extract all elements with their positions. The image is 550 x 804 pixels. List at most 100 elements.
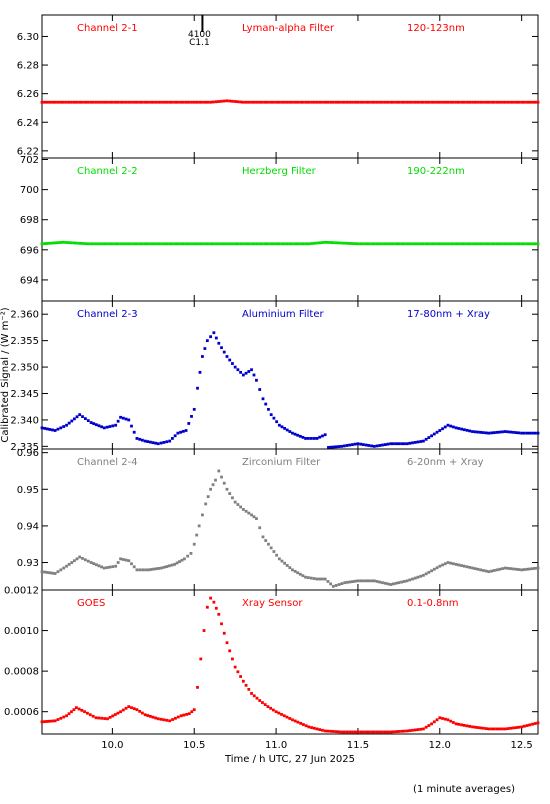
channel-label: Channel 2-1 xyxy=(77,23,138,34)
data-point xyxy=(471,430,474,433)
data-point xyxy=(165,440,169,444)
data-point xyxy=(214,606,218,610)
data-point xyxy=(282,242,286,246)
data-point xyxy=(528,242,532,246)
data-point xyxy=(143,713,147,717)
data-point xyxy=(108,715,112,719)
data-point xyxy=(452,242,455,246)
data-point xyxy=(517,431,521,435)
data-point xyxy=(135,100,139,104)
data-point xyxy=(108,565,112,569)
data-point xyxy=(400,442,403,446)
data-point xyxy=(361,579,365,583)
data-point xyxy=(100,565,103,569)
data-point xyxy=(356,579,360,583)
data-point xyxy=(72,708,76,712)
data-point xyxy=(214,100,218,104)
data-point xyxy=(266,242,270,246)
data-point xyxy=(43,720,47,724)
data-point xyxy=(111,714,115,718)
data-point xyxy=(269,546,273,550)
data-point xyxy=(293,100,297,104)
data-point xyxy=(75,557,79,561)
data-point xyxy=(512,242,515,246)
data-point xyxy=(176,431,180,435)
data-point xyxy=(340,444,343,448)
data-point xyxy=(187,712,191,716)
band-label: 120-123nm xyxy=(407,23,465,34)
data-point xyxy=(506,566,510,570)
data-point xyxy=(348,443,352,447)
data-point xyxy=(381,242,384,246)
data-point xyxy=(53,100,57,104)
data-point xyxy=(160,242,163,246)
data-point xyxy=(127,705,131,709)
data-point xyxy=(378,580,382,584)
data-point xyxy=(135,437,139,440)
y-tick-label: 0.95 xyxy=(17,485,39,496)
data-point xyxy=(105,566,109,569)
data-point xyxy=(165,565,169,568)
panel-frame xyxy=(41,14,539,159)
data-point xyxy=(250,242,253,246)
data-point xyxy=(471,725,474,729)
data-point xyxy=(479,568,483,572)
data-point xyxy=(307,576,310,580)
data-point xyxy=(192,407,196,411)
data-point xyxy=(40,426,44,430)
data-point xyxy=(149,100,152,104)
data-point xyxy=(315,437,319,440)
data-point xyxy=(498,567,502,571)
data-point xyxy=(91,100,95,104)
data-point xyxy=(43,426,47,430)
data-point xyxy=(255,242,259,246)
data-point xyxy=(334,730,338,734)
data-point xyxy=(443,100,447,104)
data-point xyxy=(78,413,82,417)
data-point xyxy=(487,242,491,246)
data-point xyxy=(186,554,190,558)
data-point xyxy=(413,100,417,104)
data-point xyxy=(346,580,349,584)
data-point xyxy=(465,428,469,432)
data-point xyxy=(78,555,82,559)
data-point xyxy=(402,100,406,104)
data-point xyxy=(326,100,330,104)
data-point xyxy=(45,571,49,574)
data-point xyxy=(536,100,540,104)
data-point xyxy=(241,100,245,104)
data-point xyxy=(94,242,98,246)
data-point xyxy=(533,431,537,435)
data-point xyxy=(269,242,273,246)
data-point xyxy=(364,242,368,246)
flare-class-label: C1.1 xyxy=(189,38,210,48)
data-point xyxy=(143,100,147,104)
data-point xyxy=(531,567,534,571)
data-point xyxy=(280,242,283,246)
data-point xyxy=(345,730,349,734)
data-point xyxy=(312,726,316,730)
data-point xyxy=(111,424,115,428)
data-point xyxy=(397,442,401,446)
data-point xyxy=(190,100,193,104)
data-point xyxy=(454,722,458,726)
data-point xyxy=(74,706,78,710)
data-point xyxy=(312,437,316,440)
data-point xyxy=(353,579,357,583)
data-point xyxy=(258,699,262,702)
data-point xyxy=(241,373,245,377)
data-point xyxy=(201,513,204,517)
data-point xyxy=(329,100,333,104)
data-point xyxy=(59,426,63,430)
data-point xyxy=(389,730,393,734)
data-point xyxy=(427,100,431,104)
data-point xyxy=(83,242,87,246)
data-point xyxy=(121,242,125,246)
data-point xyxy=(411,577,414,581)
data-point xyxy=(132,100,136,104)
data-point xyxy=(141,438,144,442)
data-point xyxy=(465,242,469,246)
data-point xyxy=(252,515,256,519)
y-tick-label: 0.0006 xyxy=(4,707,39,718)
data-point xyxy=(275,553,279,557)
